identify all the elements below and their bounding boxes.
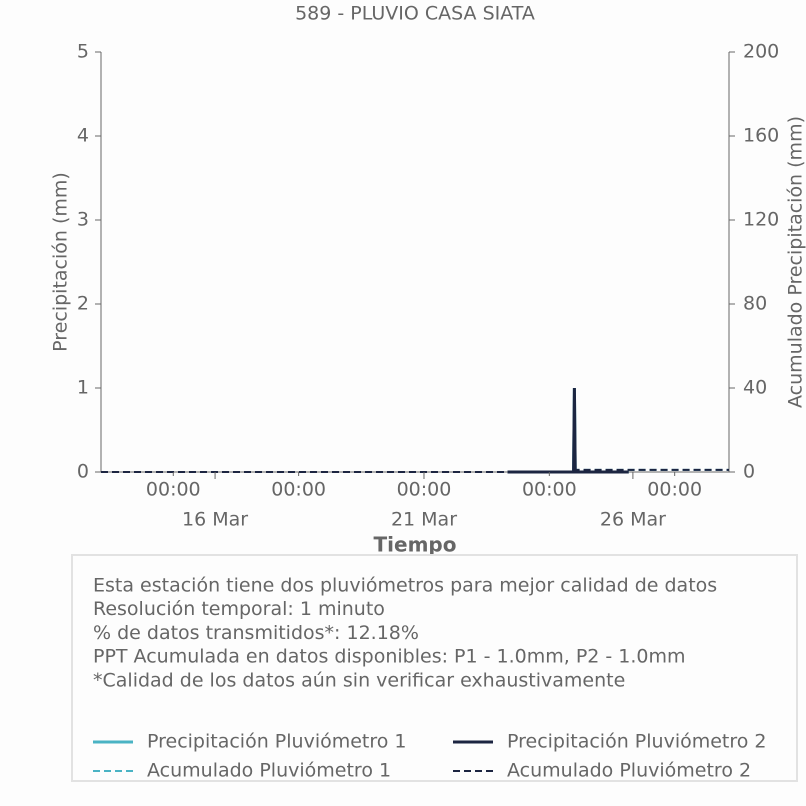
x-major-tick-label: 21 Mar <box>391 509 457 531</box>
series-line <box>507 387 629 474</box>
plot-area <box>101 387 729 474</box>
x-minor-tick-label: 00:00 <box>647 479 702 501</box>
y2-tick-label: 80 <box>743 293 767 315</box>
x-minor-tick-label: 00:00 <box>271 479 326 501</box>
x-minor-tick-label: 00:00 <box>522 479 577 501</box>
legend-box <box>71 554 798 782</box>
annotation: Esta estación tiene dos pluviómetros par… <box>93 575 717 597</box>
y2-tick-label: 200 <box>743 41 779 63</box>
legend-label: Acumulado Pluviómetro 1 <box>147 760 391 782</box>
annotation: *Calidad de los datos aún sin verificar … <box>93 669 625 691</box>
annotation: % de datos transmitidos*: 12.18% <box>93 622 419 644</box>
y2-tick-label: 160 <box>743 125 779 147</box>
legend-label: Precipitación Pluviómetro 2 <box>507 731 767 753</box>
legend-label: Precipitación Pluviómetro 1 <box>147 731 407 753</box>
y2-tick-label: 0 <box>743 461 755 483</box>
y-tick-label: 1 <box>77 377 89 399</box>
x-major-tick-label: 16 Mar <box>182 509 248 531</box>
chart-title: 589 - PLUVIO CASA SIATA <box>295 3 535 25</box>
y2-axis-label: Acumulado Precipitación (mm) <box>785 116 806 408</box>
y-axis-label: Precipitación (mm) <box>50 172 72 352</box>
series-line <box>101 468 729 473</box>
y-tick-label: 4 <box>77 125 89 147</box>
y2-tick-label: 120 <box>743 209 779 231</box>
series-line <box>507 387 629 474</box>
y-tick-label: 2 <box>77 293 89 315</box>
y2-tick-label: 40 <box>743 377 767 399</box>
annotation: Resolución temporal: 1 minuto <box>93 598 385 620</box>
annotation: PPT Acumulada en datos disponibles: P1 -… <box>93 646 686 668</box>
legend: Precipitación Pluviómetro 1 Acumulado Plu… <box>93 731 767 782</box>
x-minor-tick-label: 00:00 <box>146 479 201 501</box>
x-minor-tick-label: 00:00 <box>397 479 452 501</box>
y-tick-label: 5 <box>77 41 89 63</box>
x-major-tick-label: 26 Mar <box>600 509 666 531</box>
y-tick-label: 3 <box>77 209 89 231</box>
x-axis-label: Tiempo <box>374 533 457 557</box>
legend-label: Acumulado Pluviómetro 2 <box>507 760 751 782</box>
y-tick-label: 0 <box>77 461 89 483</box>
